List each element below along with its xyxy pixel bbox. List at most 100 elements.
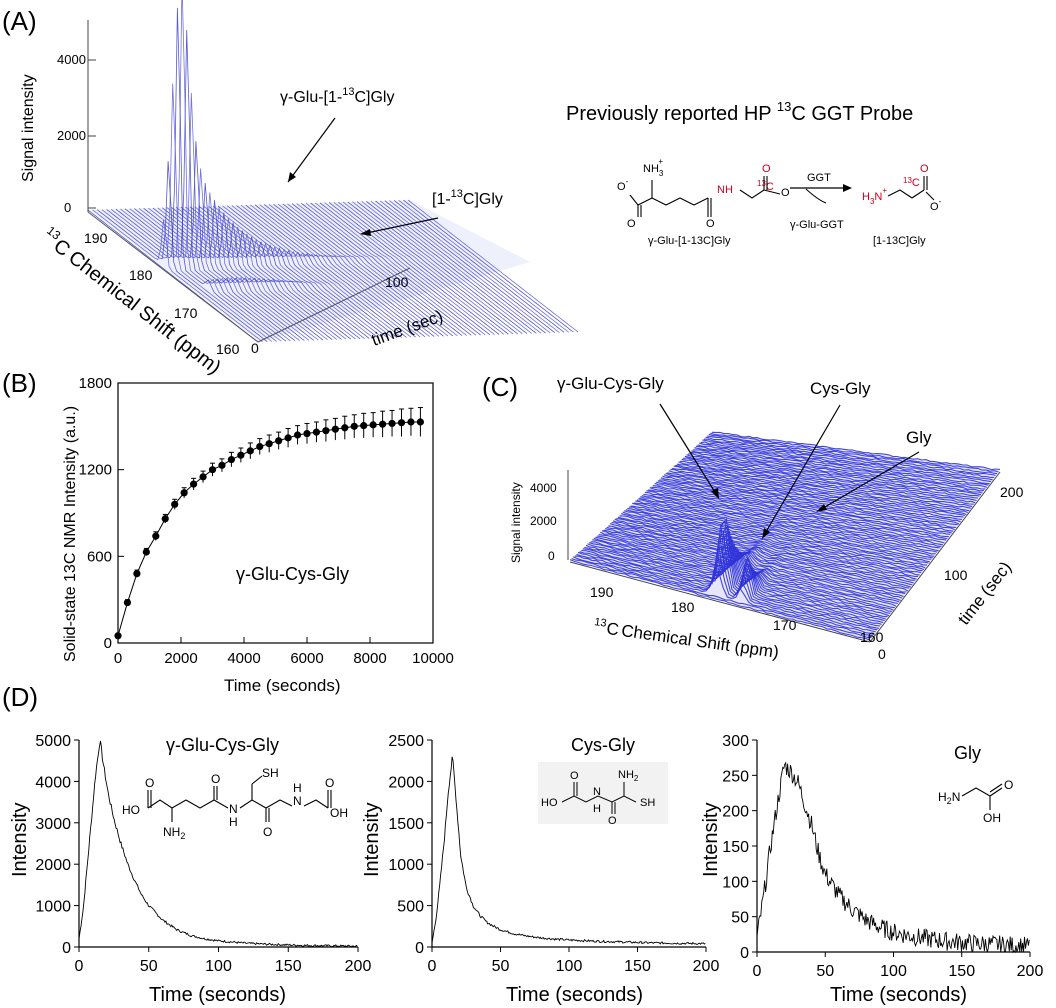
panel-a-annotation-glu-gly: γ-Glu-[1-13C]Gly [280, 86, 394, 183]
spectrum-trace [366, 200, 537, 334]
x-tick-label: 150 [624, 958, 651, 975]
spectrum-trace [593, 537, 892, 612]
spectrum-trace [652, 485, 947, 541]
data-point [123, 598, 132, 607]
y-tick-label: 1200 [79, 462, 112, 479]
panel-a-y-title: Signal intensity [20, 74, 37, 182]
spectrum-trace [208, 205, 379, 339]
spectrum-trace [667, 472, 960, 525]
spectrum-trace [110, 0, 282, 342]
superscript: 13 [594, 616, 608, 630]
panel-c-shift-tick: 170 [773, 617, 797, 633]
spectrum-trace [120, 92, 291, 342]
spectrum-trace [328, 202, 500, 335]
spectrum-trace [710, 432, 999, 473]
panel-a-label: (A) [2, 6, 37, 36]
svg-text:O-: O- [617, 177, 629, 193]
minus-sign: - [626, 177, 629, 186]
arrow-line [361, 217, 439, 235]
y-tick-label: 150 [722, 839, 749, 856]
spectrum-trace [668, 470, 961, 523]
carbon-symbol: C [605, 619, 620, 640]
spectrum-trace [574, 555, 875, 636]
spectrum-trace [672, 467, 964, 518]
data-point [350, 422, 358, 430]
spectrum-trace [375, 200, 546, 334]
spectrum-trace [194, 206, 365, 340]
spectrum-trace [692, 449, 983, 494]
d1-y-title: Intensity [9, 803, 31, 877]
arrow-head [762, 528, 770, 539]
x-tick-label: 50 [816, 963, 834, 980]
shift-axis-line [87, 211, 259, 343]
d3-y-title: Intensity [700, 803, 722, 877]
panel-d-chart-3: 0 50 100 150 200 0 50 100 150 200 250 300 [722, 733, 1043, 980]
gly-o-top: O [762, 163, 771, 175]
x-tick-label: 50 [140, 958, 158, 975]
ann-sup: 13 [451, 188, 463, 200]
cg-o-2: O [608, 815, 617, 827]
x-tick-label: 150 [948, 963, 975, 980]
spectrum-trace [579, 519, 879, 629]
product-c13-sup: 13 [903, 176, 912, 185]
panel-c-shift-tick: 190 [590, 584, 614, 600]
shift-title-text: Chemical Shift (ppm) [620, 621, 780, 662]
panel-b-label: (B) [2, 368, 37, 398]
data-point [256, 442, 264, 451]
spectrum-trace [231, 205, 403, 338]
y-tick-label: 4000 [35, 774, 71, 791]
spectrum-trace [310, 202, 481, 336]
svg-text:NH2: NH2 [618, 769, 639, 783]
spectrum-trace [683, 457, 974, 505]
spectrum-trace [296, 203, 467, 336]
ann-text: γ-Glu-Cys-Gly [557, 374, 664, 393]
x-tick-label: 100 [205, 958, 232, 975]
y-tick-label: 2000 [35, 857, 71, 874]
data-point [208, 466, 217, 474]
ann-post: C]Gly [463, 191, 503, 208]
ann-text: Cys-Gly [810, 379, 871, 398]
ann-pre: γ-Glu-[1- [280, 89, 342, 106]
spectrum-trace [226, 205, 398, 339]
x-tick-label: 200 [345, 958, 372, 975]
x-tick-label: 2000 [164, 650, 197, 667]
spectrum-trace [268, 203, 440, 337]
panel-c-annotation-gcg: γ-Glu-Cys-Gly [557, 374, 719, 499]
spectrum-trace [236, 205, 407, 338]
spectrum-trace [571, 558, 872, 639]
spectrum-trace [620, 513, 917, 580]
spectrum-trace [291, 203, 463, 336]
spectrum-trace [587, 539, 887, 620]
x-tick-label: 0 [753, 963, 762, 980]
cg-h: H [593, 803, 601, 815]
g-h-sub: 2 [947, 796, 952, 806]
spectrum-trace [407, 199, 579, 333]
spectrum-trace [612, 520, 910, 589]
data-point [416, 418, 424, 426]
panel-c-z-tick-label: 0 [548, 549, 555, 563]
svg-text:NH3+: NH3 + [643, 157, 664, 178]
spectrum-trace [681, 458, 973, 508]
cg-n: N [593, 786, 601, 798]
spectrum-trace [608, 525, 906, 595]
spectrum-trace [263, 204, 435, 337]
panel-c-label: (C) [482, 372, 518, 402]
spectrum-trace [665, 472, 958, 526]
data-line [117, 421, 421, 636]
data-point [360, 422, 368, 430]
spectrum-trace [651, 486, 945, 544]
nh3-sub: 3 [659, 169, 664, 178]
spectrum-trace [630, 505, 926, 569]
spectrum-trace [379, 200, 551, 334]
x-tick-label: 100 [556, 958, 583, 975]
arrow-head [360, 229, 371, 236]
panel-c-time-tick: 200 [1000, 484, 1024, 500]
h3n-sup: + [882, 186, 887, 195]
spectrum-trace [657, 480, 951, 535]
spectrum-trace [659, 479, 952, 534]
spectrum-trace [699, 442, 989, 486]
y-tick-label: 0 [415, 940, 424, 957]
y-tick-label: 500 [397, 899, 424, 916]
data-line [756, 761, 1030, 954]
